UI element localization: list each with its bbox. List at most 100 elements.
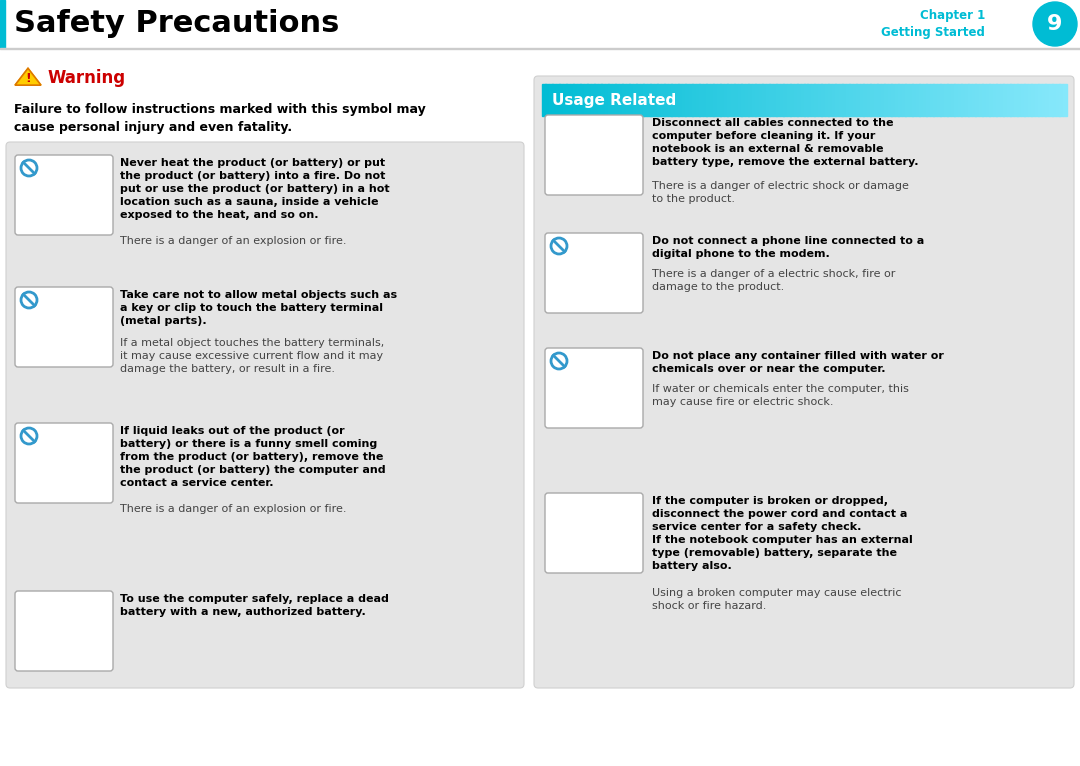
FancyBboxPatch shape — [6, 142, 524, 688]
Bar — [780, 84, 784, 116]
Text: To use the computer safely, replace a dead
battery with a new, authorized batter: To use the computer safely, replace a de… — [120, 594, 389, 617]
Bar — [559, 84, 564, 116]
Bar — [755, 84, 759, 116]
Bar — [772, 84, 777, 116]
Bar — [699, 84, 703, 116]
Bar — [958, 84, 961, 116]
Bar — [1045, 84, 1049, 116]
Bar — [766, 84, 770, 116]
Bar — [860, 84, 864, 116]
Bar — [874, 84, 878, 116]
Bar — [1017, 84, 1021, 116]
Bar — [598, 84, 602, 116]
Bar — [822, 84, 825, 116]
Bar — [885, 84, 889, 116]
Bar — [867, 84, 870, 116]
Bar — [692, 84, 697, 116]
Bar — [836, 84, 839, 116]
FancyBboxPatch shape — [534, 76, 1074, 688]
Bar — [608, 84, 612, 116]
Bar — [1059, 84, 1063, 116]
Bar — [839, 84, 842, 116]
Bar — [744, 84, 748, 116]
Bar — [1003, 84, 1008, 116]
Bar — [661, 84, 665, 116]
Bar — [678, 84, 683, 116]
Text: If water or chemicals enter the computer, this
may cause fire or electric shock.: If water or chemicals enter the computer… — [652, 384, 909, 407]
Bar — [0, 0, 5, 48]
Text: Warning: Warning — [48, 69, 126, 87]
Bar — [734, 84, 738, 116]
Bar — [741, 84, 745, 116]
Bar — [717, 84, 720, 116]
Bar — [566, 84, 570, 116]
Bar — [1049, 84, 1053, 116]
FancyBboxPatch shape — [545, 493, 643, 573]
Bar — [672, 84, 675, 116]
Bar — [825, 84, 829, 116]
Bar — [636, 84, 640, 116]
Bar — [922, 84, 927, 116]
Bar — [0, 0, 1080, 48]
FancyBboxPatch shape — [15, 423, 113, 503]
Text: Do not connect a phone line connected to a
digital phone to the modem.: Do not connect a phone line connected to… — [652, 236, 924, 259]
Bar — [664, 84, 669, 116]
Text: There is a danger of a electric shock, fire or
damage to the product.: There is a danger of a electric shock, f… — [652, 269, 895, 292]
Bar — [605, 84, 609, 116]
Bar — [731, 84, 734, 116]
Bar — [989, 84, 994, 116]
Bar — [930, 84, 934, 116]
Bar — [553, 84, 556, 116]
Bar — [1014, 84, 1017, 116]
Bar — [797, 84, 801, 116]
Bar — [727, 84, 731, 116]
Bar — [542, 84, 546, 116]
Bar — [738, 84, 742, 116]
Bar — [791, 84, 794, 116]
Bar — [619, 84, 623, 116]
Bar — [786, 84, 791, 116]
Bar — [573, 84, 578, 116]
Polygon shape — [15, 68, 41, 85]
Bar — [955, 84, 958, 116]
Bar — [993, 84, 997, 116]
Bar — [580, 84, 584, 116]
Bar — [783, 84, 787, 116]
Bar — [1041, 84, 1045, 116]
Bar — [563, 84, 567, 116]
Bar — [846, 84, 850, 116]
Bar — [908, 84, 913, 116]
Bar — [549, 84, 553, 116]
Bar — [1031, 84, 1035, 116]
Bar — [982, 84, 986, 116]
Bar — [639, 84, 644, 116]
Bar — [888, 84, 892, 116]
Bar — [941, 84, 944, 116]
Bar — [689, 84, 692, 116]
Bar — [975, 84, 980, 116]
Bar — [625, 84, 630, 116]
Text: Getting Started: Getting Started — [881, 26, 985, 39]
Bar — [895, 84, 899, 116]
Bar — [1035, 84, 1039, 116]
Bar — [828, 84, 833, 116]
Bar — [612, 84, 616, 116]
Bar — [811, 84, 815, 116]
Text: Take care not to allow metal objects such as
a key or clip to touch the battery : Take care not to allow metal objects suc… — [120, 290, 397, 326]
Text: There is a danger of electric shock or damage
to the product.: There is a danger of electric shock or d… — [652, 181, 909, 204]
Bar — [762, 84, 766, 116]
Bar — [644, 84, 647, 116]
Bar — [720, 84, 725, 116]
Bar — [630, 84, 633, 116]
Bar — [667, 84, 672, 116]
Bar — [769, 84, 773, 116]
FancyBboxPatch shape — [15, 287, 113, 367]
Bar — [556, 84, 559, 116]
Bar — [1027, 84, 1031, 116]
Text: Usage Related: Usage Related — [552, 93, 676, 107]
Bar — [849, 84, 853, 116]
Bar — [814, 84, 819, 116]
Bar — [870, 84, 875, 116]
Bar — [591, 84, 595, 116]
Bar — [1000, 84, 1003, 116]
